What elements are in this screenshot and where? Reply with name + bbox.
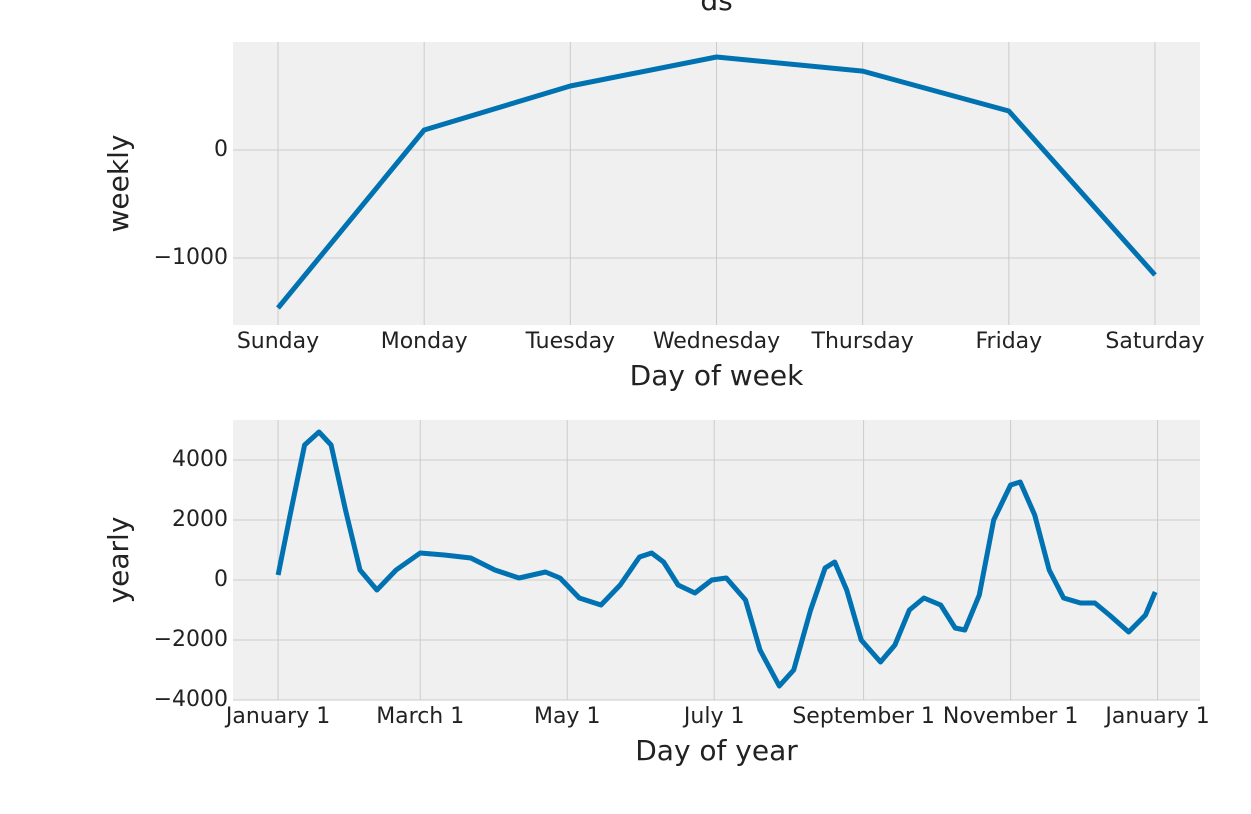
y-tick-label: −1000 bbox=[154, 245, 228, 270]
x-tick-label: Saturday bbox=[1105, 329, 1204, 354]
x-tick-label: November 1 bbox=[943, 704, 1078, 729]
x-axis-label: Day of year bbox=[635, 734, 798, 767]
y-tick-label: 2000 bbox=[172, 507, 228, 532]
x-tick-label: Wednesday bbox=[653, 329, 780, 354]
x-tick-label: January 1 bbox=[224, 704, 330, 729]
plot-area bbox=[233, 420, 1200, 700]
y-axis-label: weekly bbox=[102, 135, 135, 233]
y-tick-label: 4000 bbox=[172, 447, 228, 472]
x-tick-label: March 1 bbox=[376, 704, 464, 729]
chart-title: ds bbox=[700, 0, 732, 17]
x-tick-label: January 1 bbox=[1103, 704, 1209, 729]
y-tick-label: 0 bbox=[214, 567, 228, 592]
y-tick-label: 0 bbox=[214, 137, 228, 162]
x-tick-label: May 1 bbox=[534, 704, 600, 729]
y-tick-label: −4000 bbox=[154, 687, 228, 712]
x-tick-label: Sunday bbox=[237, 329, 319, 354]
x-tick-label: Friday bbox=[975, 329, 1042, 354]
y-tick-label: −2000 bbox=[154, 627, 228, 652]
line bbox=[275, 429, 1158, 689]
y-axis-label: yearly bbox=[102, 517, 135, 604]
x-tick-label: Monday bbox=[381, 329, 468, 354]
x-tick-label: Thursday bbox=[811, 329, 914, 354]
x-tick-label: September 1 bbox=[792, 704, 935, 729]
x-axis-label: Day of week bbox=[630, 359, 804, 392]
line bbox=[276, 54, 1157, 310]
x-tick-label: Tuesday bbox=[525, 329, 616, 354]
x-tick-label: July 1 bbox=[682, 704, 745, 729]
